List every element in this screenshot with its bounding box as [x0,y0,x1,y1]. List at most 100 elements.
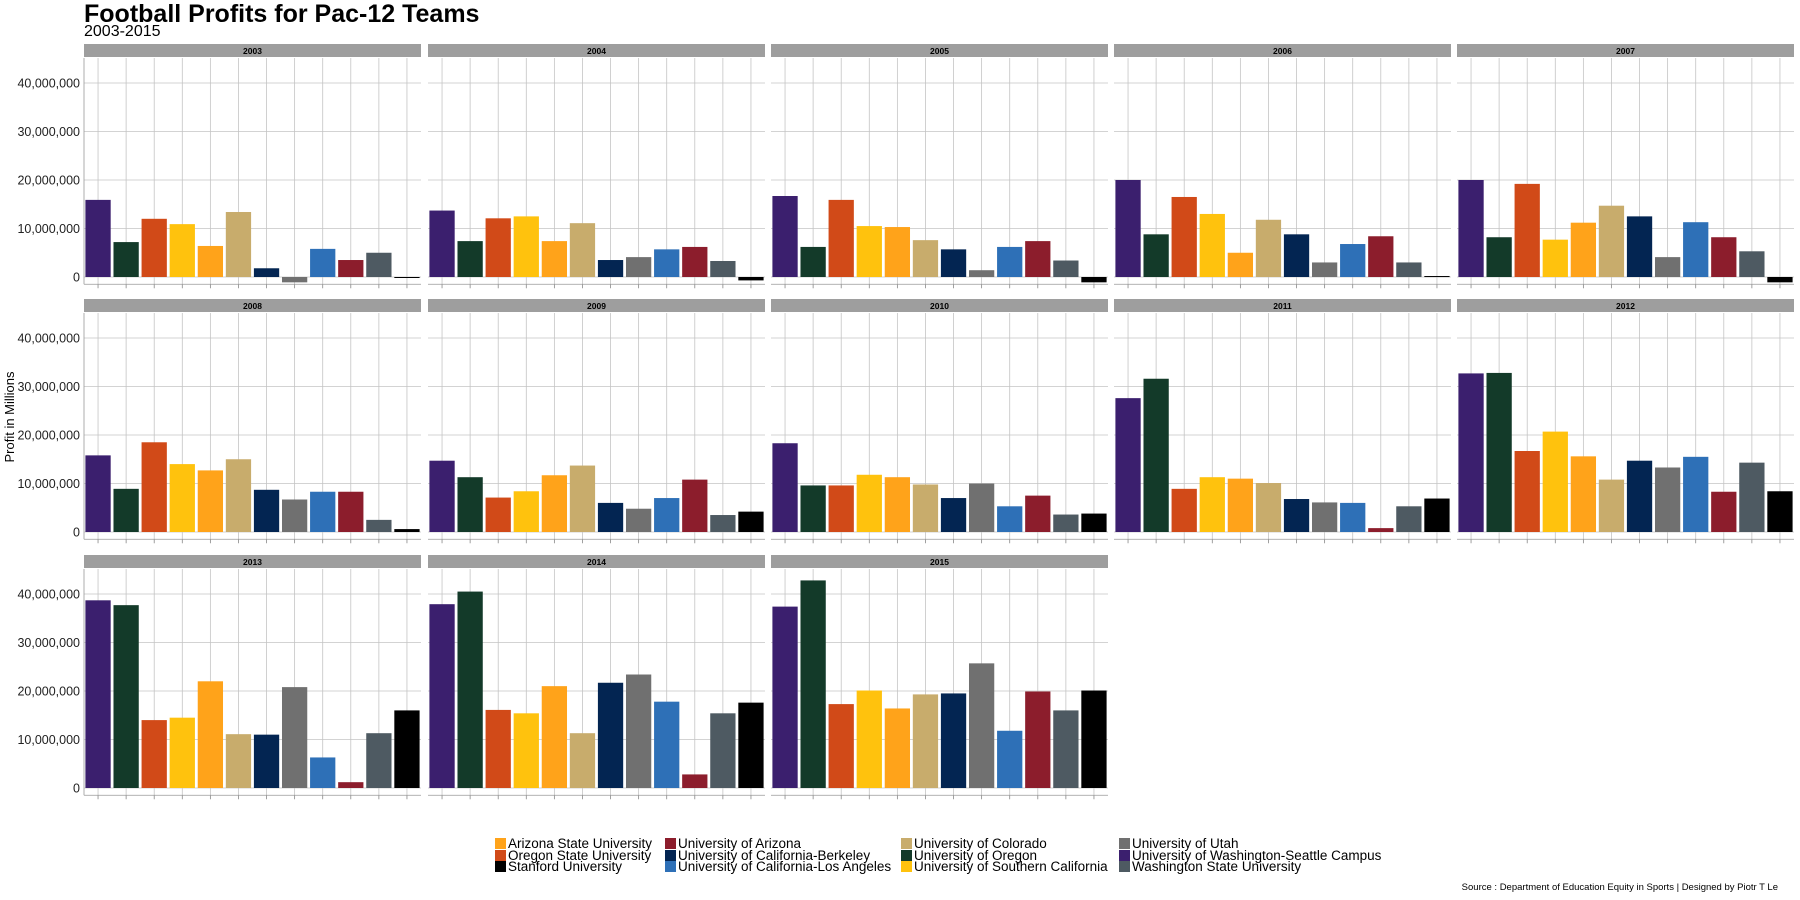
facet-label: 2010 [930,301,949,311]
bar [1368,528,1394,532]
bar [485,709,511,788]
legend-label: Stanford University [508,859,623,875]
bar [1396,262,1422,277]
bar [366,252,392,277]
bar [1424,276,1450,278]
bar [113,605,139,788]
y-tick-label: 20,000,000 [17,685,80,699]
bar [1311,502,1338,532]
facet-label: 2009 [587,301,606,311]
facet-label: 2014 [587,557,606,567]
bar [940,693,967,788]
bar [597,502,624,532]
bar [569,465,596,532]
facet-strip [771,555,1108,568]
bar [968,663,995,788]
bar [457,591,483,788]
bar [1514,451,1540,532]
bar [1227,252,1254,277]
bar [828,485,854,532]
bar [394,710,420,788]
legend-swatch [901,838,912,850]
bar [485,497,511,532]
bar [828,704,854,788]
bar [625,674,652,788]
bar [310,248,336,277]
facet-strip [1114,299,1451,312]
bar [597,260,624,277]
bar [772,606,798,788]
bar [800,246,826,277]
y-tick-label: 0 [73,526,80,540]
bar [513,216,539,277]
legend-swatch [1119,838,1130,850]
bar [940,249,967,277]
bar [1115,398,1141,532]
bar [253,268,280,277]
bar [1767,277,1793,283]
bar [1025,241,1051,277]
legend-label: Arizona State University [508,836,653,852]
bar [800,485,826,532]
bar [800,580,826,788]
bar [197,245,224,277]
bar [884,477,911,532]
bar [625,257,652,277]
legend-swatch [901,849,912,861]
bar [654,249,680,277]
bar [338,260,364,277]
legend-label: University of Utah [1132,836,1239,852]
bar [682,246,708,277]
bar [1199,477,1225,532]
facet-label: 2008 [243,301,262,311]
bar [141,720,167,788]
bar [1227,478,1254,532]
legend-item: University of Southern California [901,859,1119,875]
bar [856,474,882,532]
bar [225,212,252,277]
facet-strip [1114,44,1451,57]
bar [1739,251,1765,277]
chart-subtitle: 2003-2015 [84,23,161,40]
bar [997,246,1023,277]
bar [569,223,596,277]
bar [828,199,854,277]
bar [394,529,420,532]
bar [1711,237,1737,277]
bar [541,686,568,788]
facet-strip [84,555,421,568]
bar [1143,234,1169,277]
y-tick-label: 20,000,000 [17,429,80,443]
bar [682,479,708,532]
bar [513,713,539,788]
bar [253,734,280,788]
bar [429,604,455,788]
bar [1626,460,1653,532]
facet-strip [771,44,1108,57]
bar [1283,499,1310,532]
bar [1458,180,1484,277]
legend-label: University of California-Los Angeles [678,859,892,875]
legend-swatch [495,838,506,850]
legend-label: University of Southern California [914,859,1108,875]
bar [1683,222,1709,277]
bar [569,733,596,788]
bar [197,470,224,532]
bar [1053,514,1079,532]
bar [1570,456,1597,532]
bar [1767,491,1793,532]
bar [1081,277,1107,283]
bar [597,682,624,788]
y-tick-label: 0 [73,271,80,285]
legend-item: University of Utah [1119,836,1389,852]
bar [997,730,1023,788]
bar [1458,373,1484,532]
chart-legend: Arizona State University University of Ar… [495,836,1389,875]
legend-swatch [665,861,676,873]
bar [513,491,539,532]
bar [710,260,736,277]
legend-swatch [495,849,506,861]
y-tick-label: 0 [73,782,80,796]
legend-item: University of Washington-Seattle Campus [1119,848,1389,863]
